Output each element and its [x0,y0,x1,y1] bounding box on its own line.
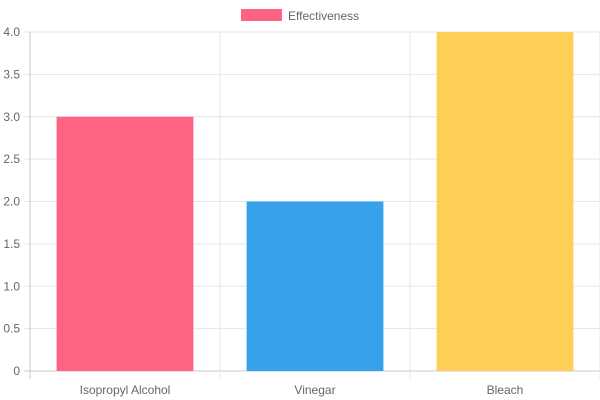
y-tick-label: 2.0 [3,195,20,209]
y-tick-label: 0 [13,364,20,378]
y-tick-label: 1.5 [3,237,20,251]
legend-swatch [241,9,282,21]
y-tick-label: 3.5 [3,67,20,81]
y-tick-label: 4.0 [3,25,20,39]
x-tick-label: Isopropyl Alcohol [80,383,171,397]
legend-label-effectiveness: Effectiveness [288,9,359,23]
bars [56,32,574,372]
legend[interactable]: Effectiveness [241,9,359,23]
x-tick-label: Bleach [487,383,524,397]
y-tick-label: 1.0 [3,279,20,293]
y-tick-label: 0.5 [3,322,20,336]
y-tick-label: 2.5 [3,152,20,166]
bar-bleach[interactable] [436,32,574,371]
x-tick-label: Vinegar [294,383,335,397]
y-tick-label: 3.0 [3,110,20,124]
x-axis-ticks: Isopropyl Alcohol Vinegar Bleach [80,383,524,397]
y-axis-ticks: 0 0.5 1.0 1.5 2.0 2.5 3.0 3.5 4.0 [3,25,20,378]
bar-vinegar[interactable] [246,201,384,372]
bar-isopropyl-alcohol[interactable] [56,116,194,371]
